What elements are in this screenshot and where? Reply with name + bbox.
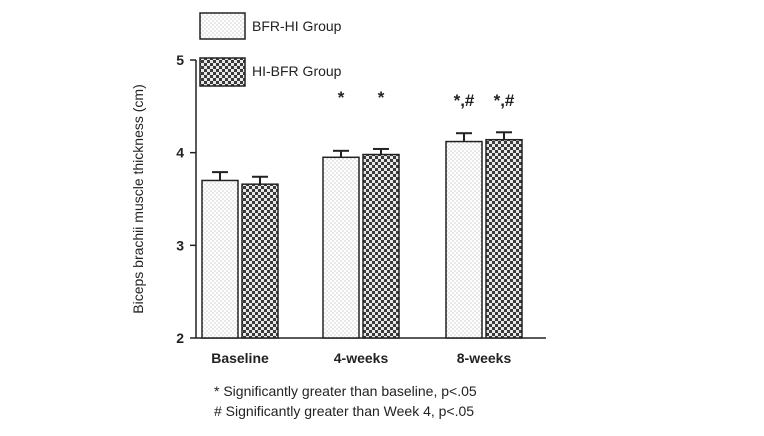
- bar-hi-bfr-8-weeks: [485, 138, 523, 339]
- significance-marker: *: [338, 88, 345, 107]
- y-tick-label: 3: [176, 237, 184, 253]
- legend-label-hi-bfr: HI-BFR Group: [252, 63, 342, 79]
- y-tick-label: 5: [176, 52, 184, 68]
- x-category-label: 4-weeks: [334, 350, 389, 366]
- significance-marker: *: [378, 88, 385, 107]
- bar-hi-bfr-4-weeks: [362, 153, 400, 339]
- legend: BFR-HI Group HI-BFR Group: [199, 12, 342, 87]
- y-axis-label: Biceps brachii muscle thickness (cm): [130, 84, 146, 314]
- significance-marker: *,#: [454, 91, 475, 110]
- bar-bfr-hi-8-weeks: [445, 140, 483, 339]
- legend-swatch-hi-bfr: [199, 57, 246, 87]
- y-tick-label: 4: [176, 145, 184, 161]
- bar-bfr-hi-baseline: [201, 179, 239, 339]
- bar-bfr-hi-4-weeks: [322, 156, 360, 339]
- footnote-week4: # Significantly greater than Week 4, p<.…: [214, 403, 475, 419]
- legend-swatch-bfr-hi: [199, 12, 246, 40]
- significance-marker: *,#: [494, 91, 515, 110]
- legend-label-bfr-hi: BFR-HI Group: [252, 18, 342, 34]
- y-tick-label: 2: [176, 330, 184, 346]
- bar-hi-bfr-baseline: [241, 183, 279, 339]
- x-category-label: 8-weeks: [457, 350, 512, 366]
- footnote-baseline: * Significantly greater than baseline, p…: [214, 383, 477, 399]
- x-category-label: Baseline: [211, 350, 269, 366]
